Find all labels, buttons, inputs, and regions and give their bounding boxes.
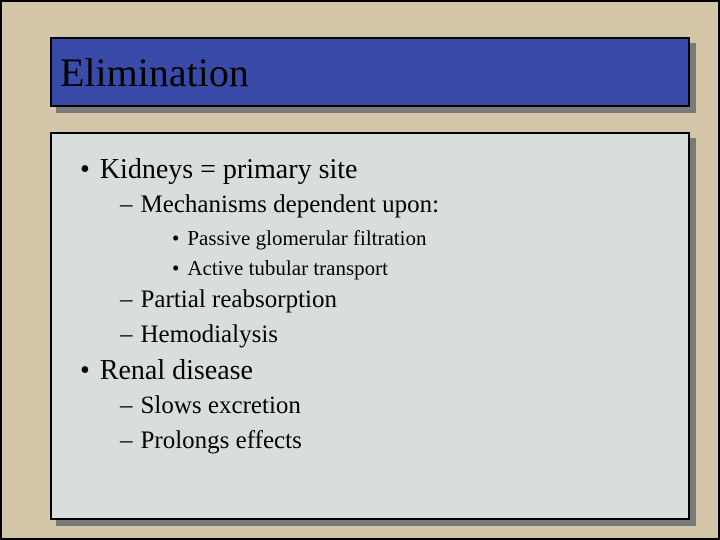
bullet-passive: • Passive glomerular filtration: [172, 224, 678, 252]
bullet-partial: –Partial reabsorption: [120, 284, 678, 317]
bullet-text: Partial reabsorption: [141, 286, 337, 313]
bullet-mechanisms: –Mechanisms dependent upon:: [120, 189, 678, 222]
disc-icon: •: [172, 256, 179, 280]
outer-frame: Elimination •Kidneys = primary site –Mec…: [0, 0, 720, 540]
bullet-text: Passive glomerular filtration: [187, 226, 426, 250]
bullet-hemo: –Hemodialysis: [120, 319, 678, 352]
bullet-slows: –Slows excretion: [120, 390, 678, 423]
disc-icon: •: [172, 226, 179, 250]
bullet-text: Prolongs effects: [141, 427, 302, 454]
dash-icon: –: [120, 427, 133, 454]
inner-area: Elimination •Kidneys = primary site –Mec…: [50, 12, 708, 528]
title-box: Elimination: [50, 37, 690, 107]
bullet-text: Active tubular transport: [187, 256, 388, 280]
bullet-text: Slows excretion: [141, 392, 301, 419]
bullet-text: Kidneys = primary site: [100, 154, 358, 185]
dash-icon: –: [120, 392, 133, 419]
dash-icon: –: [120, 321, 133, 348]
dash-icon: –: [120, 191, 133, 218]
left-strip: [4, 4, 50, 536]
bullet-active: • Active tubular transport: [172, 254, 678, 282]
bullet-text: Mechanisms dependent upon:: [141, 191, 440, 218]
content-box: •Kidneys = primary site –Mechanisms depe…: [50, 132, 690, 520]
bullet-kidneys: • Kidneys = primary site: [80, 152, 678, 187]
slide-title: Elimination: [60, 49, 249, 96]
bullet-renal: • Renal disease: [80, 353, 678, 388]
bullet-prolongs: –Prolongs effects: [120, 425, 678, 458]
bullet-text: Renal disease: [100, 355, 253, 386]
disc-icon: •: [80, 355, 90, 386]
slide: Elimination •Kidneys = primary site –Mec…: [0, 0, 720, 540]
dash-icon: –: [120, 286, 133, 313]
disc-icon: •: [80, 154, 90, 185]
bullet-text: Hemodialysis: [141, 321, 279, 348]
